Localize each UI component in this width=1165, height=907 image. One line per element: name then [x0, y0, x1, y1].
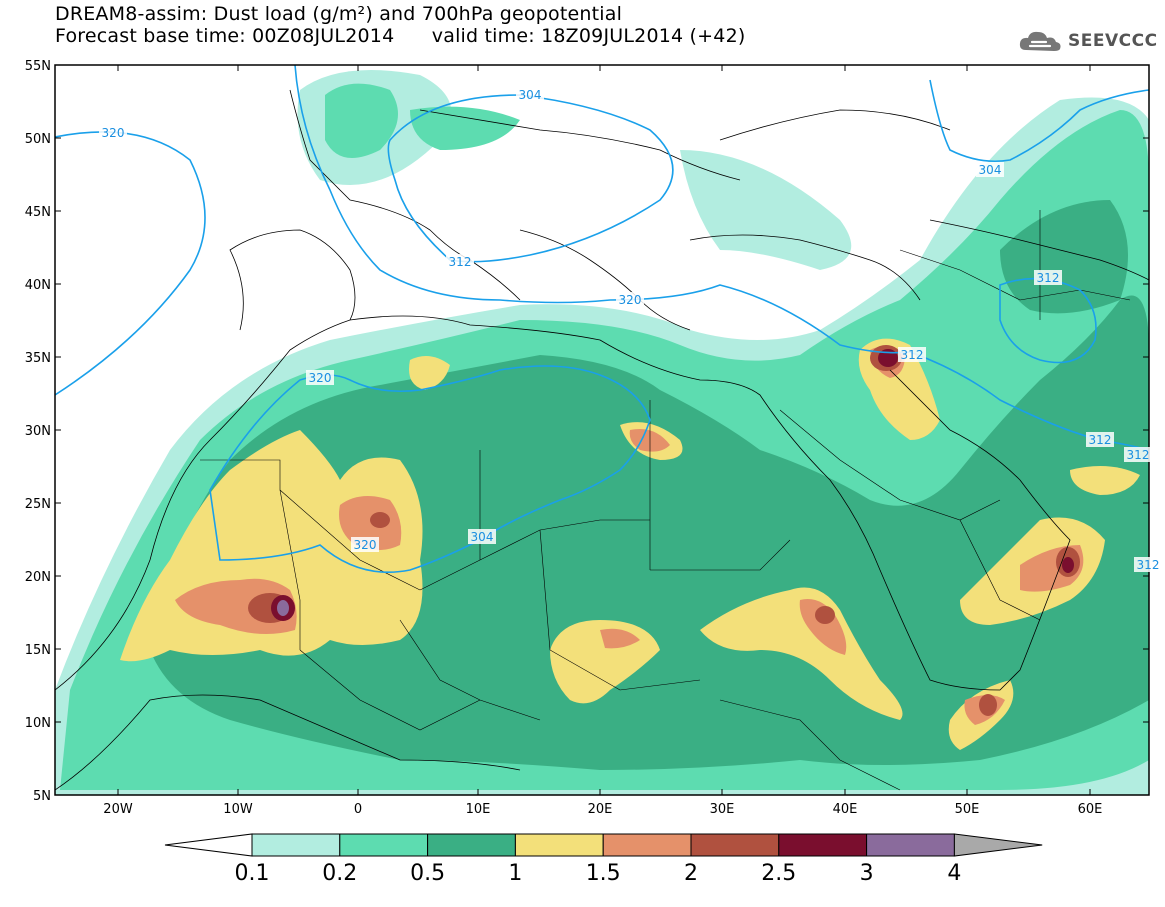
contour-label-bg — [468, 529, 496, 544]
dust-band-1.5 — [799, 599, 847, 655]
colorbar-label: 2 — [684, 861, 698, 886]
lat-label: 55N — [25, 59, 51, 74]
map-subtitle: Forecast base time: 00Z08JUL2014 valid t… — [55, 25, 746, 47]
dust-band-0.5 — [150, 295, 1149, 770]
lon-label: 30E — [710, 802, 735, 817]
lat-label: 20N — [25, 570, 51, 585]
coastlines — [55, 89, 1149, 791]
contour-label: 304 — [519, 88, 542, 102]
contour-label-bg — [516, 87, 544, 102]
colorbar-label: 0.1 — [235, 861, 270, 886]
contour-label-bg — [616, 292, 644, 307]
contour-labels: 320 304 304 312 320 320 320 304 312 312 312 312 312 — [99, 87, 1162, 572]
contour-label-bg — [306, 370, 334, 385]
lon-label: 10E — [466, 802, 491, 817]
contour-label: 320 — [309, 371, 332, 385]
colorbar-swatch — [339, 833, 429, 857]
colorbar-swatch — [778, 833, 868, 857]
contour-label: 320 — [102, 126, 125, 140]
lon-label: 40E — [833, 802, 858, 817]
dust-band-1.5 — [600, 628, 640, 649]
lon-label: 60E — [1078, 802, 1103, 817]
dust-core-2 — [370, 512, 390, 528]
colorbar-swatch — [690, 833, 780, 857]
lat-label: 25N — [25, 497, 51, 512]
colorbar-swatch — [602, 833, 692, 857]
contour-label: 312 — [901, 348, 924, 362]
lat-label: 30N — [25, 424, 51, 439]
lon-label: 10W — [223, 802, 253, 817]
dust-band-1 — [1070, 466, 1140, 495]
dust-core-4 — [277, 600, 289, 616]
lat-label: 50N — [25, 132, 51, 147]
contour-label: 320 — [619, 293, 642, 307]
dust-band-0.1 — [680, 150, 852, 270]
contour-label-bg — [446, 254, 474, 269]
dust-band-0.2 — [325, 83, 398, 158]
dust-band-1 — [700, 587, 903, 720]
contour-label: 320 — [354, 538, 377, 552]
colorbar-label: 0.5 — [410, 861, 445, 886]
axis-ticks — [55, 64, 1149, 796]
geopotential-contours — [55, 65, 1149, 573]
contour-label: 304 — [979, 163, 1002, 177]
colorbar-label: 4 — [947, 861, 961, 886]
lon-label: 0 — [354, 802, 362, 817]
country-borders — [200, 210, 1131, 791]
contour-label: 312 — [449, 255, 472, 269]
contour-label-bg — [1134, 557, 1162, 572]
colorbar-label: 1 — [508, 861, 522, 886]
colorbar-label: 0.2 — [322, 861, 357, 886]
dust-core-2 — [815, 606, 835, 624]
map-title: DREAM8-assim: Dust load (g/m²) and 700hP… — [55, 3, 623, 25]
dust-field — [55, 65, 1149, 795]
contour-label-bg — [1034, 270, 1062, 285]
colorbar-swatch — [514, 833, 604, 857]
lat-label: 40N — [25, 278, 51, 293]
dust-band-0.2 — [410, 106, 520, 150]
contour-label: 312 — [1089, 433, 1112, 447]
dust-band-1.5 — [339, 496, 402, 550]
colorbar-label: 3 — [860, 861, 874, 886]
dust-band-1 — [409, 356, 450, 390]
contour-label-bg — [976, 162, 1004, 177]
colorbar-swatch — [866, 833, 955, 857]
logo-text: SEEVCCC — [1068, 31, 1158, 51]
lon-label: 20E — [588, 802, 613, 817]
colorbar-label: 2.5 — [761, 861, 796, 886]
lat-label: 5N — [33, 789, 51, 804]
colorbar-swatch — [251, 833, 341, 857]
lat-label: 10N — [25, 716, 51, 731]
lon-label: 50E — [955, 802, 980, 817]
contour-label-bg — [1086, 432, 1114, 447]
colorbar-swatch — [427, 833, 516, 857]
latitude-labels: 55N 50N 45N 40N 35N 30N 25N 20N 15N 10N 5N — [25, 59, 51, 804]
dust-core-2 — [979, 694, 997, 716]
dust-core-3 — [878, 349, 898, 367]
contour-label-bg — [351, 537, 379, 552]
colorbar-max-arrow — [953, 833, 1043, 857]
seevccc-logo: SEEVCCC — [1018, 28, 1158, 54]
contour-label: 312 — [1137, 558, 1160, 572]
lat-label: 35N — [25, 351, 51, 366]
colorbar: 0.1 0.2 0.5 1 1.5 2 2.5 3 4 — [164, 833, 1043, 886]
contour-label-bg — [898, 347, 926, 362]
colorbar-min-arrow — [164, 833, 253, 857]
lat-label: 15N — [25, 643, 51, 658]
contour-label: 304 — [471, 530, 494, 544]
dust-core-3 — [1062, 557, 1074, 573]
lat-label: 45N — [25, 205, 51, 220]
cloud-icon — [1019, 31, 1061, 51]
contour-label-bg — [1124, 447, 1152, 462]
longitude-labels: 20W 10W 0 10E 20E 30E 40E 50E 60E — [103, 802, 1102, 817]
dust-band-0.5 — [1000, 200, 1128, 314]
contour-label-bg — [99, 125, 127, 140]
colorbar-label: 1.5 — [586, 861, 621, 886]
lon-label: 20W — [103, 802, 133, 817]
contour-label: 312 — [1037, 271, 1060, 285]
contour-label: 312 — [1127, 448, 1150, 462]
